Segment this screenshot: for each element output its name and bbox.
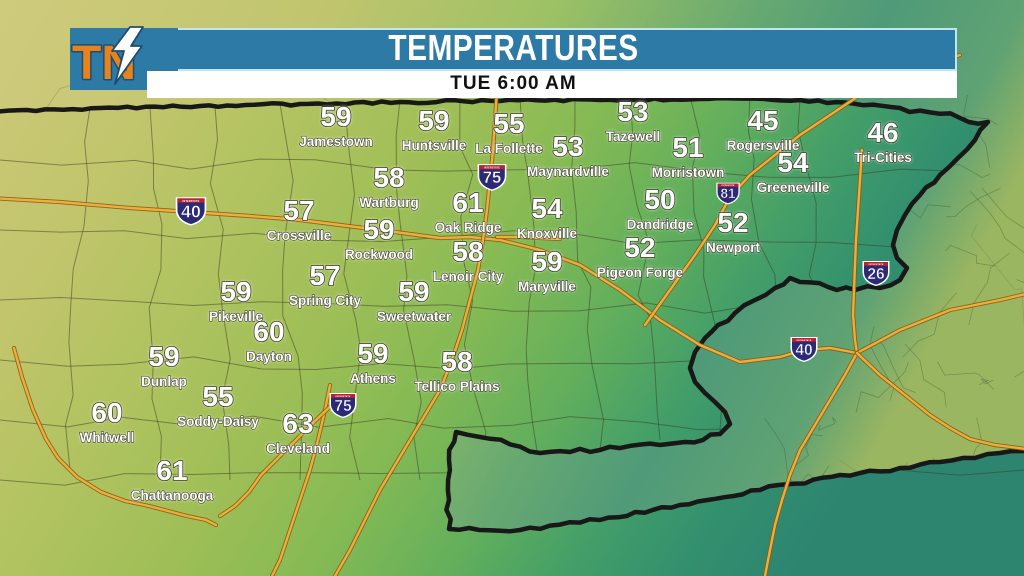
- svg-text:63: 63: [282, 408, 313, 439]
- svg-text:59: 59: [220, 276, 251, 307]
- svg-text:Oak Ridge: Oak Ridge: [435, 220, 502, 235]
- svg-text:Tazewell: Tazewell: [606, 129, 661, 144]
- svg-text:Rockwood: Rockwood: [345, 247, 413, 262]
- svg-text:52: 52: [717, 207, 748, 238]
- svg-text:Spring City: Spring City: [289, 293, 361, 308]
- svg-text:Morristown: Morristown: [652, 165, 725, 180]
- svg-text:61: 61: [156, 455, 187, 486]
- svg-text:Athens: Athens: [350, 371, 396, 386]
- svg-text:Pigeon Forge: Pigeon Forge: [597, 265, 684, 280]
- svg-text:46: 46: [867, 117, 898, 148]
- svg-text:Huntsville: Huntsville: [402, 138, 467, 153]
- svg-text:Newport: Newport: [706, 240, 761, 255]
- svg-text:59: 59: [148, 341, 179, 372]
- svg-text:53: 53: [617, 96, 648, 127]
- svg-text:54: 54: [777, 147, 809, 178]
- svg-text:59: 59: [398, 276, 429, 307]
- svg-text:55: 55: [493, 108, 524, 139]
- svg-text:59: 59: [320, 101, 351, 132]
- svg-text:58: 58: [452, 236, 483, 267]
- svg-text:60: 60: [91, 397, 122, 428]
- svg-text:58: 58: [441, 346, 472, 377]
- svg-text:Sweetwater: Sweetwater: [377, 309, 452, 324]
- svg-text:Maynardville: Maynardville: [527, 164, 609, 179]
- svg-text:54: 54: [531, 193, 563, 224]
- svg-text:75: 75: [334, 398, 352, 415]
- svg-text:40: 40: [181, 201, 201, 221]
- svg-text:Knoxville: Knoxville: [517, 226, 578, 241]
- svg-text:51: 51: [672, 132, 703, 163]
- svg-text:59: 59: [418, 105, 449, 136]
- svg-text:Dayton: Dayton: [246, 349, 292, 364]
- svg-text:75: 75: [483, 168, 501, 187]
- svg-text:59: 59: [531, 246, 562, 277]
- svg-text:55: 55: [202, 381, 233, 412]
- svg-text:59: 59: [363, 214, 394, 245]
- svg-text:Soddy-Daisy: Soddy-Daisy: [177, 414, 259, 429]
- svg-text:Greeneville: Greeneville: [757, 180, 830, 195]
- svg-text:Jamestown: Jamestown: [299, 134, 373, 149]
- svg-text:40: 40: [795, 342, 813, 359]
- svg-text:La Follette: La Follette: [475, 141, 543, 156]
- svg-text:61: 61: [452, 187, 483, 218]
- svg-text:59: 59: [357, 338, 388, 369]
- svg-text:Whitwell: Whitwell: [80, 430, 135, 445]
- svg-text:Cleveland: Cleveland: [266, 441, 330, 456]
- svg-text:26: 26: [867, 266, 885, 283]
- svg-text:81: 81: [720, 186, 736, 201]
- svg-text:58: 58: [373, 162, 404, 193]
- svg-text:52: 52: [624, 232, 655, 263]
- svg-text:53: 53: [552, 131, 583, 162]
- svg-text:57: 57: [309, 260, 340, 291]
- svg-text:Crossville: Crossville: [267, 228, 332, 243]
- svg-text:Dandridge: Dandridge: [627, 217, 694, 232]
- svg-text:Dunlap: Dunlap: [141, 374, 187, 389]
- svg-text:60: 60: [253, 316, 284, 347]
- svg-text:Tri-Cities: Tri-Cities: [854, 150, 912, 165]
- svg-text:Maryville: Maryville: [518, 279, 576, 294]
- svg-text:50: 50: [644, 184, 675, 215]
- svg-text:57: 57: [283, 195, 314, 226]
- svg-text:Tellico Plains: Tellico Plains: [414, 379, 499, 394]
- svg-text:Wartburg: Wartburg: [359, 195, 419, 210]
- svg-text:Lenoir City: Lenoir City: [433, 269, 504, 284]
- svg-text:45: 45: [747, 105, 778, 136]
- svg-text:Chattanooga: Chattanooga: [131, 488, 214, 503]
